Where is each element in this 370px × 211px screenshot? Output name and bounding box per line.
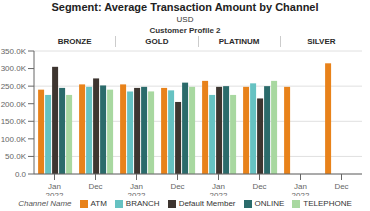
svg-text:150.0K: 150.0K bbox=[8, 117, 27, 126]
svg-text:200.0K: 200.0K bbox=[8, 100, 27, 109]
svg-text:0.0: 0.0 bbox=[15, 170, 27, 179]
html-text:Segment: Average Transaction A: Segment: Average Transaction Amount by C… bbox=[51, 1, 319, 13]
html-text:Channel Name: Channel Name bbox=[18, 199, 72, 208]
html-text:USD: USD bbox=[176, 15, 194, 24]
html-text:BRANCH: BRANCH bbox=[125, 199, 160, 208]
svg-text:100.0K: 100.0K bbox=[8, 135, 27, 144]
svg-text:Dec: Dec bbox=[252, 182, 266, 191]
svg-text:Dec: Dec bbox=[334, 182, 348, 191]
html-text:ATM: ATM bbox=[90, 199, 107, 208]
svg-text:300.0K: 300.0K bbox=[8, 64, 27, 73]
html-text:Customer Profile 2: Customer Profile 2 bbox=[149, 26, 221, 35]
html-text:SILVER: SILVER bbox=[307, 37, 336, 46]
svg-text:Dec: Dec bbox=[170, 182, 184, 191]
svg-text:Jan2022: Jan2022 bbox=[292, 182, 310, 196]
html-text:ONLINE: ONLINE bbox=[254, 199, 285, 208]
svg-text:350.0K: 350.0K bbox=[8, 47, 27, 56]
html-text:TELEPHONE: TELEPHONE bbox=[303, 199, 352, 208]
svg-text:Jan2022: Jan2022 bbox=[210, 182, 228, 196]
html-text:PLATINUM: PLATINUM bbox=[218, 37, 260, 46]
html-text:Default Member: Default Member bbox=[178, 199, 236, 208]
html-text:GOLD: GOLD bbox=[145, 37, 169, 46]
svg-text:50.0K: 50.0K bbox=[8, 152, 27, 161]
svg-text:250.0K: 250.0K bbox=[8, 82, 27, 91]
svg-text:Jan2022: Jan2022 bbox=[46, 182, 64, 196]
html-text:BRONZE: BRONZE bbox=[57, 37, 92, 46]
svg-text:Dec: Dec bbox=[88, 182, 102, 191]
svg-text:Jan2022: Jan2022 bbox=[128, 182, 146, 196]
